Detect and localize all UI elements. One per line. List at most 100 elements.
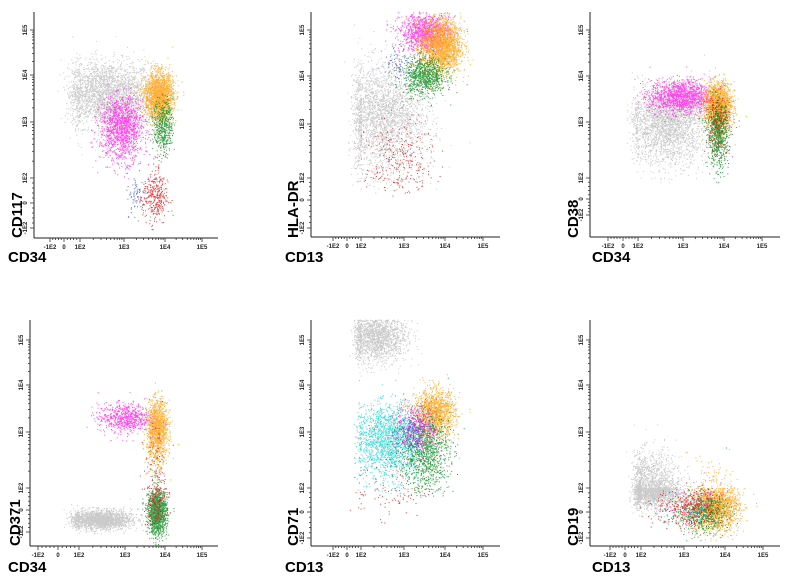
x-axis-title: CD13 bbox=[285, 249, 323, 266]
y-tick-label: 1E4 bbox=[19, 379, 25, 390]
y-axis-title: CD117 bbox=[9, 192, 26, 238]
y-tick-label: 1E4 bbox=[300, 70, 306, 81]
y-tick-label: 1E5 bbox=[579, 334, 585, 345]
blue-population-points bbox=[126, 172, 152, 222]
x-tick-label: 1E5 bbox=[197, 553, 208, 559]
y-tick-label: 1E2 bbox=[579, 482, 585, 493]
x-tick-label: 0 bbox=[623, 553, 627, 559]
scatter-points bbox=[57, 36, 185, 231]
x-tick-label: 1E4 bbox=[720, 553, 731, 559]
axes: -1E2 0 1E2 1E3 1E4 1E5 -1E2 0 1E2 1E3 1E4 1E5 bbox=[19, 320, 218, 559]
y-axis-title: CD19 bbox=[565, 508, 582, 546]
y-tick-label: 1E3 bbox=[23, 116, 29, 127]
blue-population-points bbox=[390, 408, 437, 454]
y-tick-label: 0 bbox=[579, 197, 585, 201]
cyan-population-points bbox=[653, 493, 731, 533]
y-tick-label: 1E2 bbox=[579, 172, 585, 183]
x-tick-label: 1E4 bbox=[160, 245, 171, 251]
y-tick-label: 1E5 bbox=[23, 24, 29, 35]
scatter-points bbox=[349, 319, 471, 524]
red-population-points bbox=[699, 85, 740, 160]
gray-population-points bbox=[626, 54, 735, 184]
x-axis-title: CD34 bbox=[8, 249, 47, 266]
x-tick-label: 0 bbox=[56, 553, 60, 559]
axes: -1E2 0 1E2 1E3 1E4 1E5 -1E2 0 1E2 1E3 1E4 1E5 bbox=[300, 12, 500, 250]
x-tick-label: -1E2 bbox=[602, 244, 615, 250]
y-tick-label: 1E5 bbox=[300, 334, 306, 345]
y-tick-label: 1E3 bbox=[300, 426, 306, 437]
x-tick-label: 0 bbox=[345, 553, 349, 559]
y-axis-title: CD71 bbox=[285, 508, 302, 546]
y-tick-label: 1E2 bbox=[300, 172, 306, 183]
red-population-points bbox=[134, 145, 174, 231]
y-tick-label: 1E5 bbox=[19, 334, 25, 345]
gray-population-points bbox=[57, 36, 182, 168]
red-population-points bbox=[349, 428, 435, 524]
x-tick-label: 1E2 bbox=[74, 553, 85, 559]
axes: -1E2 0 1E2 1E3 1E4 1E5 -1E2 0 1E2 1E3 1E4 1E5 bbox=[579, 320, 780, 559]
y-tick-label: 0 bbox=[300, 510, 306, 514]
magenta-population-points bbox=[90, 79, 167, 180]
y-tick-label: 1E4 bbox=[579, 379, 585, 390]
x-tick-label: 1E2 bbox=[356, 553, 367, 559]
y-axis-title: CD38 bbox=[565, 200, 582, 238]
scatter-points bbox=[626, 54, 747, 184]
x-tick-label: 1E5 bbox=[478, 244, 489, 250]
y-tick-label: 0 bbox=[23, 201, 29, 205]
x-tick-label: 1E4 bbox=[440, 244, 451, 250]
axes: -1E2 0 1E2 1E3 1E4 1E5 -1E2 0 1E2 1E3 1E4 1E5 bbox=[300, 320, 500, 559]
x-tick-label: 1E5 bbox=[478, 553, 489, 559]
x-tick-label: 1E3 bbox=[678, 244, 689, 250]
x-tick-label: 1E2 bbox=[636, 553, 647, 559]
x-axis-title: CD13 bbox=[285, 559, 323, 576]
scatter-points bbox=[63, 382, 180, 546]
x-tick-label: 1E3 bbox=[399, 553, 410, 559]
y-tick-label: 0 bbox=[19, 508, 25, 512]
x-tick-label: 1E5 bbox=[758, 553, 769, 559]
y-tick-label: 1E3 bbox=[579, 426, 585, 437]
x-tick-label: 1E3 bbox=[399, 244, 410, 250]
green-population-points bbox=[148, 93, 176, 162]
magenta-population-points bbox=[86, 392, 166, 442]
axes: -1E2 0 1E2 1E3 1E4 1E5 -1E2 0 1E2 1E3 1E4 1E5 bbox=[579, 12, 780, 250]
x-tick-label: 1E3 bbox=[679, 553, 690, 559]
x-tick-label: 1E4 bbox=[440, 553, 451, 559]
red-population-points bbox=[137, 397, 174, 544]
x-tick-label: 1E5 bbox=[197, 245, 208, 251]
magenta-population-points bbox=[385, 397, 449, 463]
green-population-points bbox=[393, 45, 468, 107]
scatter-points bbox=[626, 424, 758, 542]
x-tick-label: 0 bbox=[345, 244, 349, 250]
x-tick-label: 1E5 bbox=[757, 244, 768, 250]
x-tick-label: 0 bbox=[62, 245, 66, 251]
x-tick-label: -1E2 bbox=[604, 553, 617, 559]
x-axis-title: CD13 bbox=[592, 559, 630, 576]
x-tick-label: 1E2 bbox=[75, 245, 86, 251]
y-tick-label: -1E2 bbox=[19, 525, 25, 538]
y-tick-label: -1E2 bbox=[579, 531, 585, 544]
gray-population-points bbox=[349, 319, 422, 377]
scatter-points bbox=[344, 11, 474, 197]
y-tick-label: -1E2 bbox=[579, 208, 585, 221]
y-tick-label: 1E4 bbox=[23, 69, 29, 80]
orange-population-points bbox=[141, 382, 180, 483]
x-tick-label: 1E4 bbox=[160, 553, 171, 559]
y-tick-label: 1E3 bbox=[19, 426, 25, 437]
y-axis-title: HLA-DR bbox=[285, 180, 302, 238]
x-tick-label: 1E3 bbox=[120, 553, 131, 559]
y-tick-label: 0 bbox=[579, 510, 585, 514]
y-tick-label: 1E5 bbox=[579, 24, 585, 35]
y-tick-label: 1E5 bbox=[300, 24, 306, 35]
y-tick-label: 0 bbox=[300, 198, 306, 202]
y-tick-label: -1E2 bbox=[300, 221, 306, 234]
gray-population-points bbox=[626, 424, 716, 518]
x-tick-label: -1E2 bbox=[32, 553, 45, 559]
x-tick-label: 1E2 bbox=[633, 244, 644, 250]
axes: -1E2 0 1E2 1E3 1E4 1E5 -1E2 0 1E2 1E3 1E4 1E5 bbox=[23, 12, 218, 251]
